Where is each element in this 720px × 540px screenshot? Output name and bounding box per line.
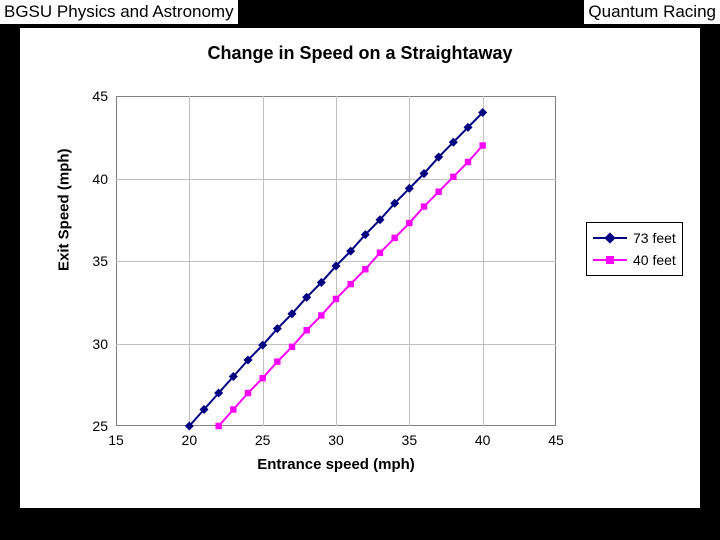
series-marker bbox=[435, 189, 441, 195]
x-tick-label: 30 bbox=[316, 432, 356, 448]
x-tick-label: 45 bbox=[536, 432, 576, 448]
slide: BGSU Physics and Astronomy Quantum Racin… bbox=[0, 0, 720, 540]
legend-label: 73 feet bbox=[633, 230, 676, 246]
x-tick-label: 35 bbox=[389, 432, 429, 448]
square-icon bbox=[606, 256, 614, 264]
x-tick-label: 40 bbox=[463, 432, 503, 448]
series-marker bbox=[479, 142, 485, 148]
chart-panel: Change in Speed on a Straightaway 152025… bbox=[20, 28, 700, 508]
chart-series-svg bbox=[116, 96, 556, 426]
series-marker bbox=[215, 423, 221, 429]
y-axis-label: Exit Speed (mph) bbox=[56, 251, 73, 271]
series-marker bbox=[245, 390, 251, 396]
legend-swatch bbox=[593, 229, 627, 247]
series-marker bbox=[465, 159, 471, 165]
series-marker bbox=[274, 358, 280, 364]
series-marker bbox=[377, 250, 383, 256]
series-marker bbox=[347, 281, 353, 287]
series-marker bbox=[230, 406, 236, 412]
series-marker bbox=[391, 235, 397, 241]
series-marker bbox=[406, 220, 412, 226]
legend: 73 feet 40 feet bbox=[586, 222, 683, 276]
header-right: Quantum Racing bbox=[584, 0, 720, 24]
diamond-icon bbox=[604, 232, 615, 243]
legend-item: 73 feet bbox=[593, 227, 676, 249]
legend-swatch bbox=[593, 251, 627, 269]
series-marker bbox=[450, 174, 456, 180]
y-tick-label: 30 bbox=[78, 334, 108, 354]
series-marker bbox=[289, 344, 295, 350]
x-axis-label: Entrance speed (mph) bbox=[116, 456, 556, 473]
series-marker bbox=[362, 266, 368, 272]
series-marker bbox=[421, 203, 427, 209]
header-left: BGSU Physics and Astronomy bbox=[0, 0, 238, 24]
y-tick-label: 40 bbox=[78, 169, 108, 189]
series-marker bbox=[318, 312, 324, 318]
y-tick-label: 25 bbox=[78, 416, 108, 436]
series-marker bbox=[303, 327, 309, 333]
series-marker bbox=[333, 296, 339, 302]
y-tick-label: 35 bbox=[78, 251, 108, 271]
y-tick-label: 45 bbox=[78, 86, 108, 106]
x-tick-label: 20 bbox=[169, 432, 209, 448]
series-marker bbox=[259, 375, 265, 381]
legend-item: 40 feet bbox=[593, 249, 676, 271]
chart-title: Change in Speed on a Straightaway bbox=[20, 43, 700, 64]
legend-label: 40 feet bbox=[633, 252, 676, 268]
x-tick-label: 25 bbox=[243, 432, 283, 448]
plot-area: 152025303540452530354045 bbox=[116, 96, 556, 426]
